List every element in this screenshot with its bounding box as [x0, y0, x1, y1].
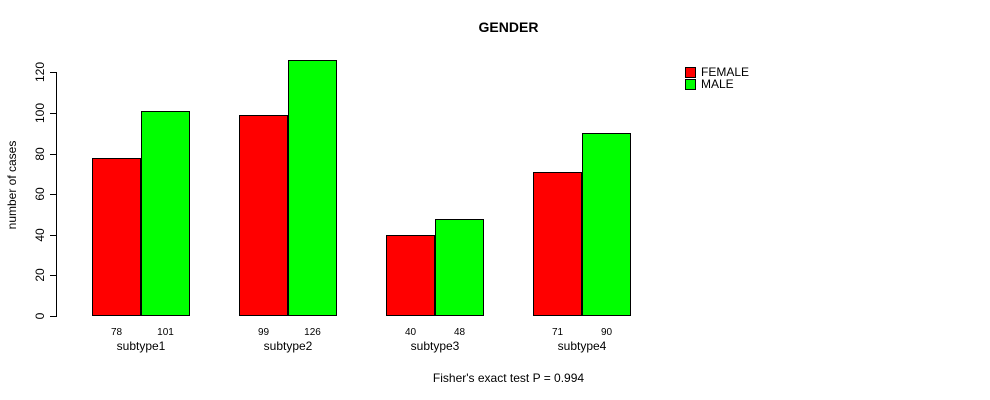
y-axis-tick — [50, 154, 57, 155]
bar-female-subtype4 — [533, 172, 582, 316]
legend-item-male: MALE — [685, 78, 749, 90]
legend-label: FEMALE — [701, 65, 750, 79]
annotation-text: Fisher's exact test P = 0.994 — [432, 371, 585, 385]
y-axis-tick — [50, 194, 57, 195]
bar-male-subtype4 — [582, 133, 631, 316]
y-axis-tick-label: 40 — [33, 228, 47, 242]
y-axis-tick — [50, 235, 57, 236]
bar-value-label: 99 — [257, 327, 270, 338]
y-axis-tick-label: 120 — [33, 61, 47, 83]
x-axis-category-label: subtype3 — [410, 339, 460, 353]
legend-item-female: FEMALE — [685, 66, 749, 78]
bar-value-label: 126 — [304, 327, 321, 338]
bar-value-label: 78 — [110, 327, 123, 338]
y-axis-label: number of cases — [5, 140, 19, 230]
bar-male-subtype3 — [435, 219, 484, 316]
bar-male-subtype1 — [141, 111, 190, 316]
bar-female-subtype1 — [92, 158, 141, 316]
y-axis-tick-label: 80 — [33, 147, 47, 161]
chart-title: GENDER — [478, 19, 539, 35]
bar-male-subtype2 — [288, 60, 337, 316]
bar-value-label: 71 — [551, 327, 564, 338]
bar-value-label: 90 — [600, 327, 613, 338]
bar-value-label: 40 — [404, 327, 417, 338]
x-axis-category-label: subtype2 — [263, 339, 313, 353]
y-axis-tick — [50, 316, 57, 317]
y-axis-tick-label: 20 — [33, 268, 47, 282]
x-axis-category-label: subtype1 — [116, 339, 166, 353]
x-axis-category-label: subtype4 — [557, 339, 607, 353]
y-axis-tick — [50, 72, 57, 73]
bar-value-label: 48 — [453, 327, 466, 338]
y-axis-tick-label: 0 — [33, 312, 47, 320]
y-axis-tick — [50, 113, 57, 114]
legend-swatch — [685, 78, 696, 90]
legend-label: MALE — [701, 77, 734, 91]
bar-value-label: 101 — [157, 327, 174, 338]
bar-female-subtype3 — [386, 235, 435, 316]
y-axis-tick-label: 60 — [33, 187, 47, 201]
y-axis-tick-label: 100 — [33, 102, 47, 124]
legend: FEMALE MALE — [685, 66, 749, 90]
y-axis-tick — [50, 275, 57, 276]
bar-female-subtype2 — [239, 115, 288, 316]
legend-swatch — [685, 66, 696, 78]
